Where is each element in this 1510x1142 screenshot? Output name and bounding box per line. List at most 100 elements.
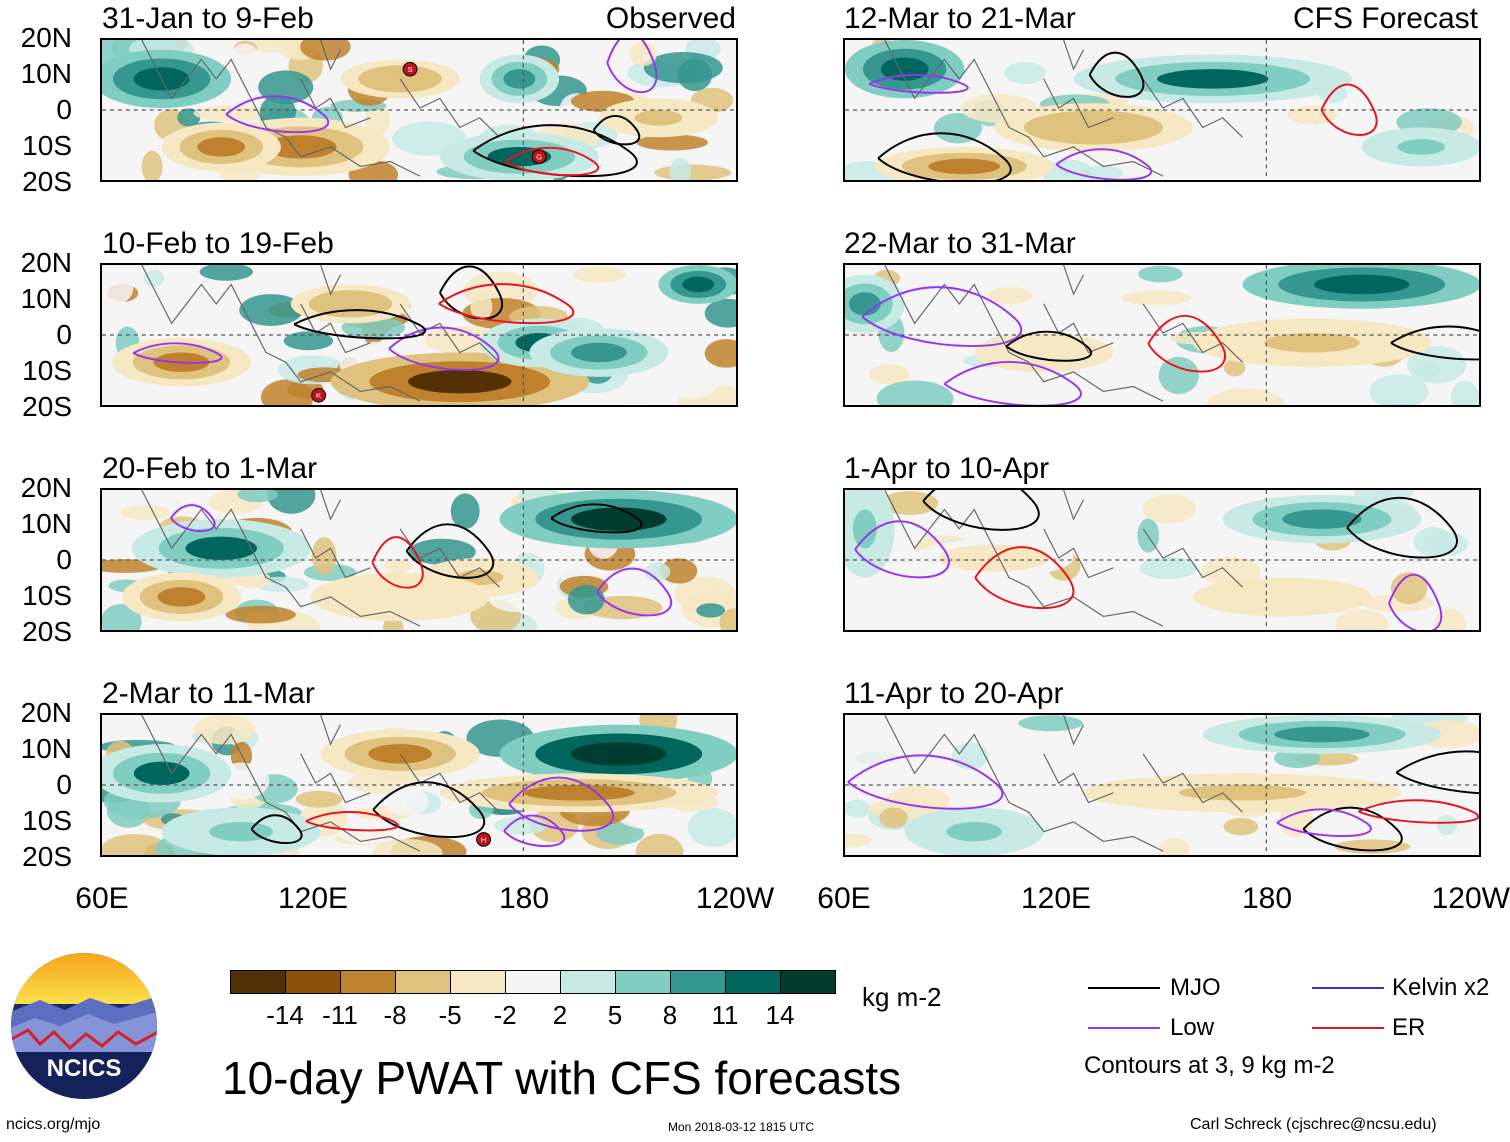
colorbar-tick: -2 bbox=[493, 1000, 517, 1030]
panel-title-1: 31-Jan to 9-Feb bbox=[102, 2, 314, 35]
anomaly-patch bbox=[629, 42, 657, 67]
legend-line-kelvin bbox=[1312, 987, 1384, 989]
anomaly-patch bbox=[494, 816, 548, 835]
legend-label-mjo: MJO bbox=[1170, 974, 1221, 1001]
x-tick-left-1: 120E bbox=[277, 882, 349, 915]
contour-line bbox=[1358, 799, 1479, 824]
svg-text:S: S bbox=[407, 65, 412, 74]
map-panel-5 bbox=[843, 38, 1481, 182]
anomaly-patch bbox=[102, 603, 142, 630]
anomaly-blob bbox=[848, 292, 881, 316]
anomaly-blob bbox=[571, 507, 667, 531]
anomaly-patch bbox=[1201, 556, 1261, 587]
anomaly-patch bbox=[635, 833, 684, 855]
anomaly-patch bbox=[1142, 494, 1196, 524]
credit: Carl Schreck (cjschrec@ncsu.edu) bbox=[1190, 1116, 1437, 1133]
contour-line bbox=[1388, 573, 1443, 630]
anomaly-patch bbox=[849, 749, 906, 769]
x-tick-right-0: 60E bbox=[817, 882, 871, 915]
anomaly-patch bbox=[1223, 358, 1246, 377]
contour-line bbox=[388, 326, 500, 371]
y-tick-label: 0 bbox=[56, 319, 72, 350]
contour-line bbox=[854, 520, 950, 579]
contour-line bbox=[974, 546, 1075, 610]
colorbar-swatch bbox=[285, 970, 341, 994]
coastline bbox=[884, 715, 1243, 852]
anomaly-patch bbox=[1159, 837, 1189, 855]
anomaly-blob bbox=[408, 370, 512, 394]
colorbar-swatch bbox=[340, 970, 396, 994]
anomaly-blob bbox=[946, 821, 1003, 842]
colorbar-swatch bbox=[560, 970, 616, 994]
y-tick-label: 10N bbox=[20, 283, 72, 314]
anomaly-blob bbox=[1274, 726, 1370, 743]
anomaly-patch bbox=[372, 839, 443, 855]
coastline bbox=[884, 40, 1243, 177]
contour-line bbox=[1390, 325, 1479, 361]
y-tick-label: 0 bbox=[56, 769, 72, 800]
y-tick-label: 0 bbox=[56, 544, 72, 575]
anomaly-patch bbox=[687, 808, 736, 848]
anomaly-blob bbox=[1157, 69, 1269, 89]
anomaly-patch bbox=[1400, 40, 1479, 58]
panel-title-7: 1-Apr to 10-Apr bbox=[844, 452, 1050, 485]
anomaly-patch bbox=[450, 493, 480, 529]
anomaly-blob bbox=[852, 509, 877, 549]
anomaly-blob bbox=[1314, 274, 1410, 295]
anomaly-patch bbox=[1138, 265, 1183, 283]
anomaly-patch bbox=[876, 380, 954, 405]
site-link[interactable]: ncics.org/mjo bbox=[6, 1116, 101, 1133]
storm-marker: H bbox=[476, 832, 492, 847]
contour-line bbox=[250, 814, 303, 845]
coastline bbox=[141, 715, 500, 852]
anomaly-patch bbox=[1018, 715, 1083, 732]
anomaly-patch bbox=[868, 364, 910, 385]
contour-line bbox=[877, 132, 1012, 180]
anomaly-blob bbox=[364, 587, 436, 607]
anomaly-patch bbox=[994, 607, 1069, 622]
anomaly-patch bbox=[636, 134, 708, 151]
svg-text:H: H bbox=[481, 835, 487, 844]
panel-title-2: 10-Feb to 19-Feb bbox=[102, 227, 334, 260]
map-panel-7 bbox=[843, 488, 1481, 632]
colorbar-tick: -14 bbox=[266, 1000, 304, 1030]
anomaly-patch bbox=[1122, 290, 1192, 306]
colorbar-tick: 14 bbox=[765, 1000, 795, 1030]
anomaly-patch bbox=[845, 833, 872, 847]
x-tick-right-3: 120W bbox=[1431, 882, 1510, 915]
contour-line bbox=[503, 814, 566, 847]
contour-line bbox=[596, 567, 673, 617]
colorbar-tick: -11 bbox=[322, 1000, 358, 1030]
x-tick-left-3: 120W bbox=[695, 882, 775, 915]
colorbar-swatch bbox=[505, 970, 561, 994]
anomaly-patch bbox=[704, 298, 736, 328]
units-label: kg m-2 bbox=[862, 982, 942, 1012]
svg-text:G: G bbox=[536, 153, 542, 162]
timestamp: Mon 2018-03-12 1815 UTC bbox=[668, 1120, 815, 1134]
map-panel-8 bbox=[843, 713, 1481, 857]
anomaly-blob bbox=[503, 69, 536, 89]
anomaly-patch bbox=[1223, 817, 1259, 836]
anomaly-blob bbox=[133, 761, 190, 785]
legend-label-kelvin: Kelvin x2 bbox=[1392, 974, 1490, 1001]
anomaly-patch bbox=[594, 390, 659, 405]
contour-line bbox=[1147, 315, 1226, 373]
anomaly-patch bbox=[644, 562, 671, 582]
svg-text:K: K bbox=[316, 391, 322, 400]
colorbar-tick: -5 bbox=[438, 1000, 462, 1030]
anomaly-patch bbox=[1139, 556, 1198, 580]
anomaly-patch bbox=[1390, 572, 1428, 605]
anomaly-patch bbox=[1221, 156, 1246, 176]
colorbar-swatch bbox=[725, 970, 781, 994]
colorbar-tick: -8 bbox=[383, 1000, 407, 1030]
anomaly-patch bbox=[1386, 752, 1423, 789]
contour-line bbox=[371, 536, 424, 589]
anomaly-blob bbox=[197, 137, 246, 157]
colorbar-tick: 2 bbox=[552, 1000, 568, 1030]
y-tick-label: 10N bbox=[20, 508, 72, 539]
anomaly-patch bbox=[239, 294, 303, 326]
anomaly-blob bbox=[1015, 344, 1072, 361]
heatmap-7 bbox=[845, 490, 1479, 630]
heatmap-1: SG bbox=[102, 40, 736, 180]
anomaly-patch bbox=[383, 559, 413, 573]
